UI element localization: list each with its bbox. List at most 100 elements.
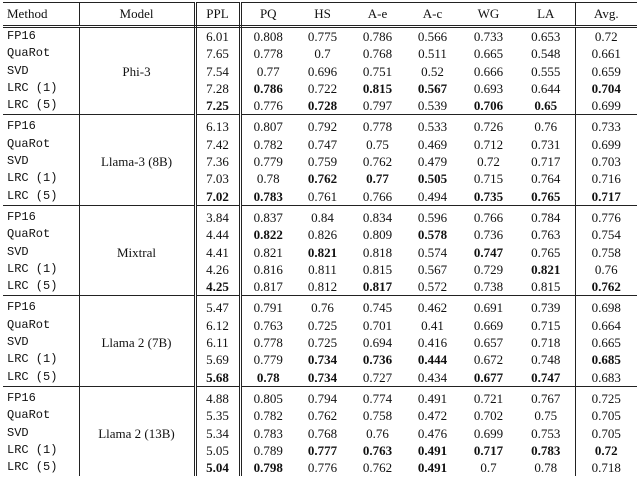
- value-cell-wg: 0.726: [473, 119, 504, 135]
- value-cell-ppl: 5.69: [195, 351, 242, 369]
- value-cell-pq: 0.779: [253, 352, 283, 368]
- value-cell-ppl: 7.25: [195, 97, 242, 116]
- value-cell-a-e: 0.751: [362, 63, 393, 79]
- value-cell-wg: 0.657: [473, 335, 504, 351]
- value-cell-ppl: 6.01: [195, 26, 242, 46]
- value-cell-avg: 0.762: [575, 278, 637, 297]
- value-cell-wg: 0.693: [473, 80, 504, 96]
- value-cell-ppl: 4.44: [195, 226, 242, 244]
- method-cell: QuaRot: [3, 135, 80, 154]
- value-cell-wg: 0.706: [460, 97, 517, 116]
- value-cell-ppl: 7.03: [195, 170, 242, 188]
- value-cell-hs: 0.775: [307, 29, 338, 44]
- value-cell-a-e: 0.758: [362, 408, 393, 424]
- value-cell-a-e: 0.77: [366, 171, 389, 187]
- value-cell-a-e: 0.762: [362, 460, 393, 476]
- method-cell: FP16: [3, 114, 80, 136]
- table-row: LRC (1) 7.28 0.786 0.722 0.815 0.567 0.693 0.64…: [3, 79, 637, 98]
- column-header-wg: WG: [460, 2, 517, 28]
- method-cell: FP16: [3, 295, 80, 317]
- value-cell-avg: 0.733: [591, 119, 621, 135]
- table-row: QuaRot 6.12 0.763 0.725 0.701 0.41 0.669 0.715 0…: [3, 316, 637, 335]
- value-cell-hs: 0.762: [307, 171, 338, 187]
- value-cell-hs: 0.794: [307, 390, 338, 406]
- table-row: SVD 6.11 0.778 0.725 0.694 0.416 0.657 0.718 0.6…: [3, 334, 637, 352]
- method-cell: LRC (1): [3, 79, 80, 98]
- value-cell-avg: 0.72: [594, 29, 618, 44]
- value-cell-a-e: 0.774: [362, 390, 393, 406]
- value-cell-avg: 0.661: [591, 46, 621, 62]
- value-cell-pq: 0.778: [253, 46, 283, 62]
- table-row: QuaRot 4.44 0.822 0.826 0.809 0.578 0.736 0.763…: [3, 226, 637, 244]
- value-cell-a-c: 0.491: [417, 460, 448, 476]
- value-cell-pq: 0.779: [253, 154, 283, 170]
- value-cell-wg: 0.712: [473, 136, 504, 152]
- value-cell-la: 0.76: [517, 114, 576, 136]
- value-cell-wg: 0.691: [473, 300, 504, 316]
- table-row: QuaRot 7.42 0.782 0.747 0.75 0.469 0.712 0.731 0…: [3, 135, 637, 154]
- method-cell: SVD: [3, 334, 80, 352]
- value-cell-a-c: 0.52: [421, 63, 444, 79]
- value-cell-pq: 0.782: [253, 136, 283, 152]
- value-cell-pq: 0.791: [253, 300, 283, 316]
- table-row: FP16 Llama-3 (8B) 6.13 0.807 0.792 0.778 0.533…: [3, 114, 637, 206]
- value-cell-la: 0.764: [517, 170, 576, 188]
- value-cell-pq: 0.821: [253, 244, 283, 260]
- value-cell-avg: 0.72: [594, 442, 618, 458]
- model-cell: Mixtral: [79, 205, 197, 297]
- value-cell-a-e: 0.768: [362, 46, 393, 62]
- value-cell-avg: 0.703: [591, 154, 621, 170]
- value-cell-ppl: 7.36: [195, 153, 242, 171]
- value-cell-a-e: 0.763: [362, 442, 393, 458]
- value-cell-pq: 0.786: [253, 80, 283, 96]
- column-header-ppl: PPL: [195, 2, 242, 28]
- value-cell-pq: 0.78: [240, 368, 295, 387]
- column-header-a-e: A-e: [350, 2, 405, 28]
- table-row: LRC (1) 7.03 0.78 0.762 0.77 0.505 0.715 0.764 0…: [3, 170, 637, 188]
- value-cell-ppl: 6.13: [195, 114, 242, 136]
- value-cell-wg: 0.669: [473, 317, 504, 333]
- value-cell-hs: 0.7: [314, 46, 331, 62]
- model-cell: Phi-3: [79, 26, 197, 116]
- value-cell-la: 0.718: [517, 334, 576, 352]
- results-table: Method Model PPL PQ HS A-e A-c WG LA Avg…: [3, 2, 637, 477]
- value-cell-wg: 0.733: [473, 29, 504, 44]
- method-cell: FP16: [3, 386, 80, 408]
- column-header-hs: HS: [295, 2, 350, 28]
- value-cell-la: 0.765: [517, 243, 576, 261]
- table-row: FP16 Llama 2 (7B) 5.47 0.791 0.76 0.745 0.462 0…: [3, 295, 637, 387]
- value-cell-hs: 0.812: [295, 278, 350, 297]
- value-cell-ppl: 7.28: [195, 79, 242, 98]
- value-cell-hs: 0.734: [295, 368, 350, 387]
- method-cell: SVD: [3, 424, 80, 442]
- value-cell-la: 0.644: [517, 79, 576, 98]
- model-cell: Llama 2 (13B): [79, 386, 197, 477]
- value-cell-ppl: 7.65: [195, 45, 242, 63]
- method-cell: LRC (5): [3, 368, 80, 387]
- value-cell-a-c: 0.416: [417, 335, 448, 351]
- value-cell-a-c: 0.567: [417, 261, 448, 277]
- value-cell-hs: 0.747: [307, 136, 338, 152]
- table-row: LRC (5) 7.25 0.776 0.728 0.797 0.539 0.706 0.65…: [3, 97, 637, 116]
- value-cell-avg: 0.698: [591, 300, 621, 316]
- value-cell-a-c: 0.567: [417, 80, 448, 96]
- value-cell-avg: 0.665: [591, 335, 621, 351]
- column-header-method: Method: [3, 2, 80, 28]
- value-cell-avg: 0.718: [591, 460, 621, 476]
- value-cell-la: 0.715: [517, 316, 576, 335]
- value-cell-ppl: 7.42: [195, 135, 242, 154]
- value-cell-hs: 0.792: [307, 119, 338, 135]
- value-cell-ppl: 4.88: [195, 386, 242, 408]
- value-cell-wg: 0.736: [473, 227, 504, 243]
- value-cell-wg: 0.735: [460, 187, 517, 206]
- value-cell-avg: 0.685: [591, 352, 621, 368]
- table-row: LRC (5) 5.68 0.78 0.734 0.727 0.434 0.677 0.747…: [3, 368, 637, 387]
- value-cell-pq: 0.77: [256, 63, 280, 79]
- value-cell-wg: 0.729: [473, 261, 504, 277]
- value-cell-avg: 0.699: [575, 97, 637, 116]
- method-cell: SVD: [3, 62, 80, 80]
- value-cell-ppl: 3.84: [195, 205, 242, 227]
- value-cell-avg: 0.664: [591, 317, 621, 333]
- column-header-la: LA: [517, 2, 576, 28]
- value-cell-a-c: 0.462: [417, 300, 448, 316]
